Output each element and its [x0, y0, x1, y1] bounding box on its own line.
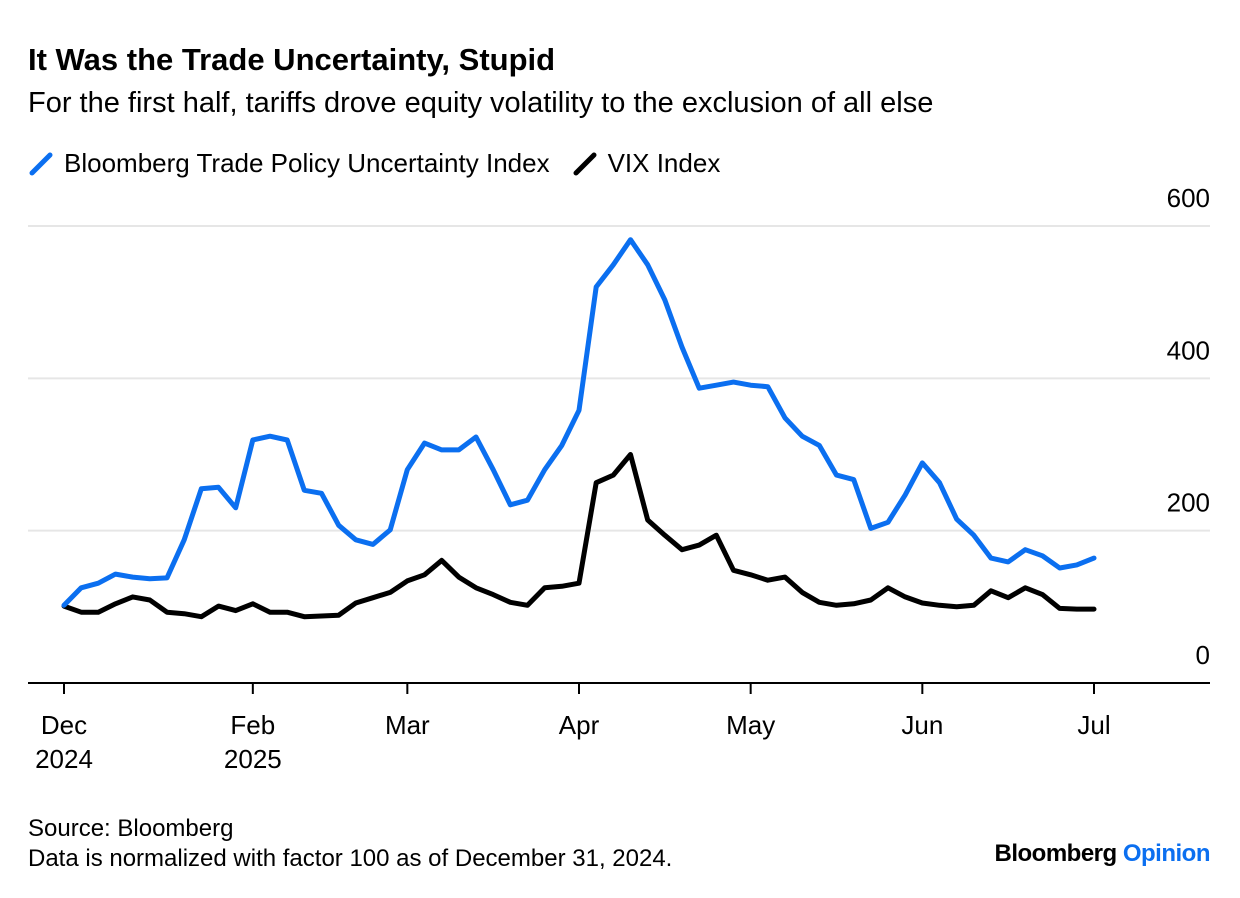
chart-subtitle: For the first half, tariffs drove equity…: [28, 87, 934, 119]
y-tick-label: 400: [1167, 335, 1210, 365]
legend-swatch-line: [573, 152, 597, 175]
x-tick-label: Jul: [1077, 710, 1111, 740]
legend-swatch: [573, 152, 597, 175]
series-line: [61, 452, 1097, 620]
x-tick-label: Apr: [558, 710, 600, 740]
legend-item: Bloomberg Trade Policy Uncertainty Index: [28, 148, 550, 179]
y-tick-label: 600: [1167, 183, 1210, 213]
legend-item: VIX Index: [572, 148, 721, 179]
x-tick-label: May: [726, 710, 776, 740]
x-tick-label: Dec 2024: [35, 710, 93, 774]
brand-name: Bloomberg: [994, 840, 1118, 867]
legend-swatch-line: [29, 152, 53, 175]
x-tick-label: Jun: [901, 710, 944, 740]
brand-sub: Opinion: [1122, 840, 1211, 867]
brand: Bloomberg Opinion: [995, 840, 1211, 868]
legend: Bloomberg Trade Policy Uncertainty Index…: [28, 148, 720, 179]
chart-title: It Was the Trade Uncertainty, Stupid: [28, 42, 556, 77]
legend-swatch: [29, 152, 53, 175]
source: Source: Bloomberg: [28, 815, 234, 842]
y-tick-label: 0: [1196, 640, 1210, 670]
series-line: [61, 237, 1097, 608]
legend-label: Bloomberg Trade Policy Uncertainty Index: [64, 148, 550, 178]
x-tick-label: Mar: [384, 710, 430, 740]
note: Data is normalized with factor 100 as of…: [28, 845, 673, 872]
x-tick-label: Feb 2025: [223, 710, 282, 774]
legend-label: VIX Index: [607, 148, 721, 178]
y-tick-label: 200: [1167, 488, 1210, 518]
